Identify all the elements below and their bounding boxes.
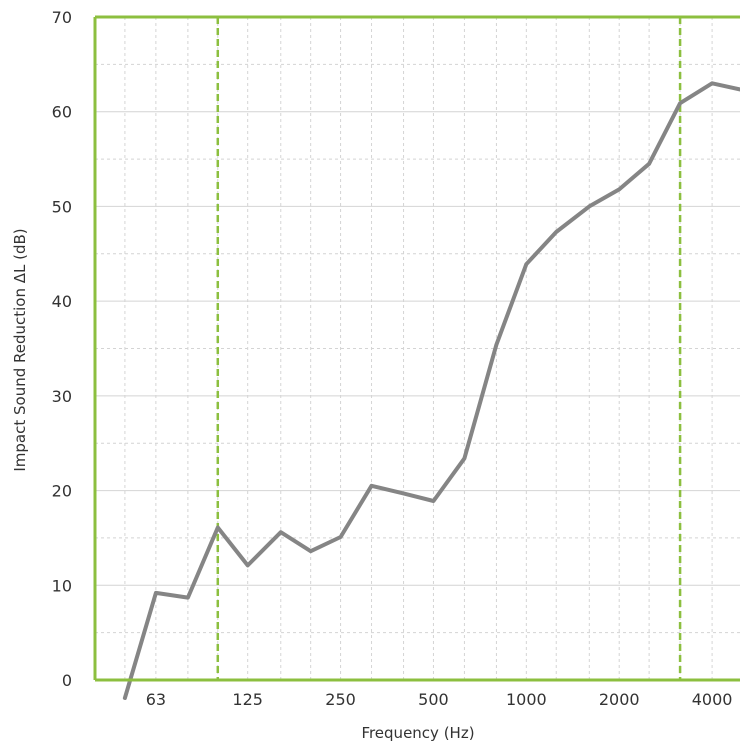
y-tick-label: 70 [52, 8, 72, 27]
y-tick-label: 40 [52, 292, 72, 311]
y-axis-title: Impact Sound Reduction ΔL (dB) [11, 228, 29, 471]
minor-grid [95, 17, 740, 680]
x-tick-label: 4000 [692, 690, 733, 709]
x-tick-label: 125 [232, 690, 263, 709]
y-tick-label: 10 [52, 576, 72, 595]
reference-lines [216, 17, 682, 680]
x-axis-title: Frequency (Hz) [361, 724, 474, 742]
y-tick-labels: 0 10 20 30 40 50 60 70 [52, 8, 72, 690]
x-tick-label: 2000 [599, 690, 640, 709]
y-tick-label: 30 [52, 387, 72, 406]
x-tick-label: 1000 [506, 690, 547, 709]
y-tick-label: 0 [62, 671, 72, 690]
x-tick-labels: 63 125 250 500 1000 2000 4000 [146, 690, 733, 709]
y-tick-label: 20 [52, 482, 72, 501]
major-grid [95, 111, 740, 586]
x-tick-label: 63 [146, 690, 166, 709]
plot-frame [93, 15, 740, 682]
x-tick-label: 250 [325, 690, 356, 709]
data-line [122, 81, 740, 700]
series-group [122, 81, 740, 700]
y-tick-label: 60 [52, 103, 72, 122]
y-tick-label: 50 [52, 197, 72, 216]
x-tick-label: 500 [418, 690, 449, 709]
